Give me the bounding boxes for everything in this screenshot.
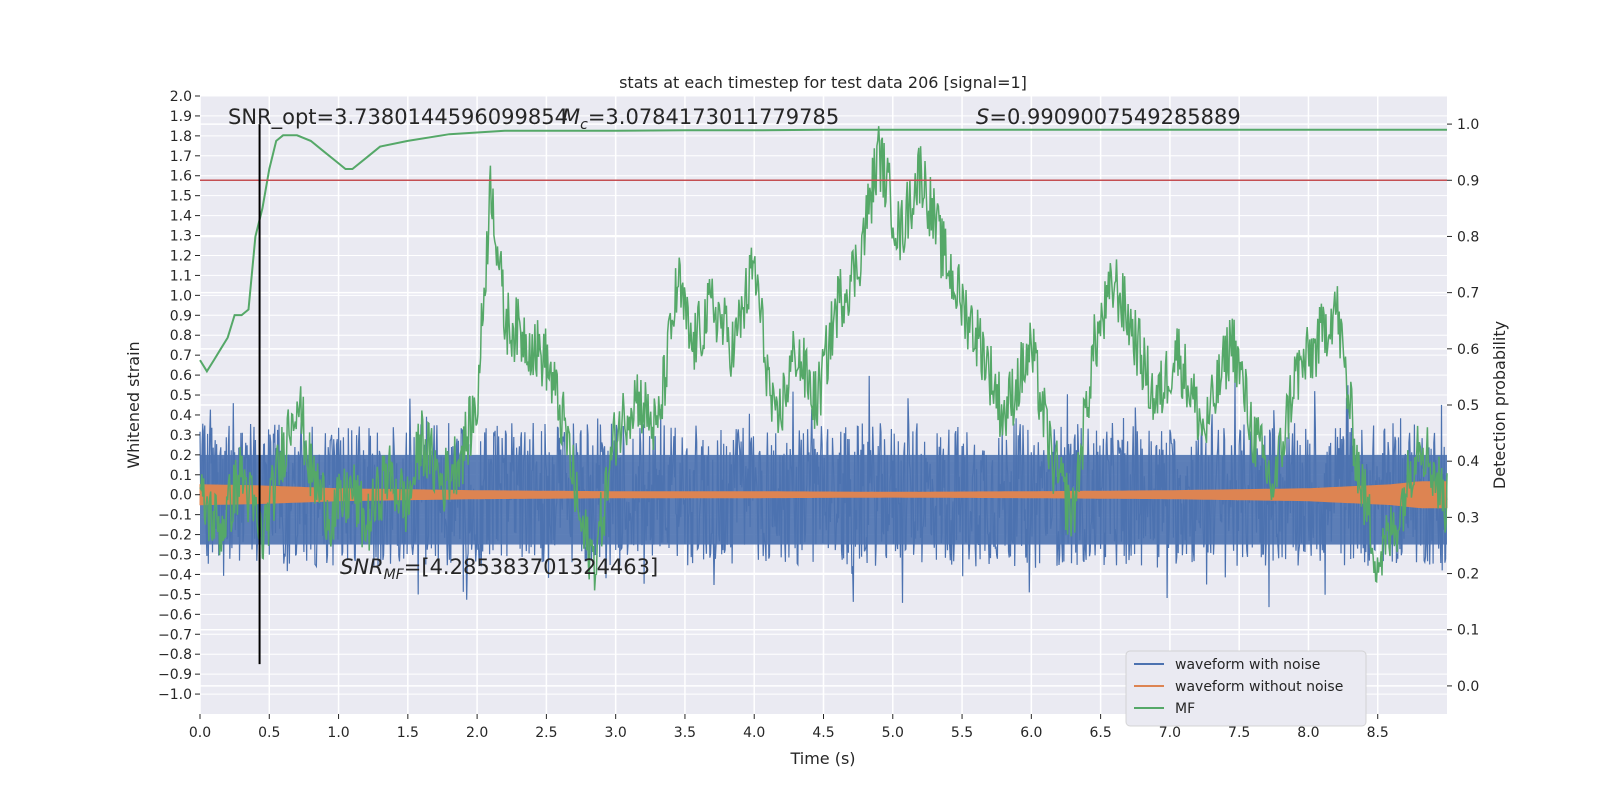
left-y-tick-label: 2.0	[170, 89, 192, 105]
left-y-tick-label: 1.6	[170, 169, 192, 185]
left-y-tick-label: −0.1	[158, 508, 192, 524]
right-y-tick-label: 1.0	[1457, 117, 1479, 133]
left-y-tick-label: 0.3	[170, 428, 192, 444]
x-tick-label: 0.0	[189, 725, 211, 741]
left-y-tick-label: 1.0	[170, 288, 192, 304]
right-y-tick-label: 0.9	[1457, 173, 1479, 189]
right-y-tick-label: 0.8	[1457, 229, 1479, 245]
left-y-tick-label: 0.2	[170, 448, 192, 464]
right-y-axis-label: Detection probability	[1490, 321, 1509, 489]
left-y-tick-label: 0.7	[170, 348, 192, 364]
left-y-tick-label: 1.1	[170, 268, 192, 284]
annotation-s: S=0.9909007549285889	[976, 105, 1241, 129]
left-y-tick-label: 0.5	[170, 388, 192, 404]
mf-line	[199, 128, 1447, 374]
left-y-tick-label: −1.0	[158, 687, 192, 703]
right-y-tick-label: 0.1	[1457, 623, 1479, 639]
x-tick-label: 7.0	[1159, 725, 1181, 741]
left-y-tick-label: −0.3	[158, 548, 192, 564]
x-tick-label: 1.0	[327, 725, 349, 741]
annotation-snr-opt: SNR_opt=3.7380144596099854	[228, 105, 568, 130]
left-y-tick-label: 0.6	[170, 368, 192, 384]
left-y-tick-label: −0.5	[158, 587, 192, 603]
right-y-tick-label: 0.6	[1457, 342, 1479, 358]
left-y-tick-label: 1.5	[170, 189, 192, 205]
x-tick-label: 4.5	[812, 725, 834, 741]
annotation-mc: Mc=3.0784173011779785	[562, 105, 839, 133]
right-y-tick-label: 0.2	[1457, 567, 1479, 583]
x-tick-label: 8.0	[1297, 725, 1319, 741]
x-tick-label: 7.5	[1228, 725, 1250, 741]
left-y-axis-label: Whitened strain	[124, 341, 143, 468]
left-y-tick-label: 0.0	[170, 488, 192, 504]
x-tick-label: 6.5	[1089, 725, 1111, 741]
legend-label-noise: waveform with noise	[1175, 657, 1320, 673]
left-y-tick-label: −0.8	[158, 647, 192, 663]
left-y-tick-label: 1.4	[170, 209, 192, 225]
legend-box	[1125, 650, 1367, 727]
left-y-tick-label: 1.8	[170, 129, 192, 145]
left-y-axis-ticks: −1.0 −0.9 −0.8 −0.7 −0.6 −0.5 −0.4 −0.3 −0.2 −0.1…	[158, 89, 200, 703]
x-tick-label: 2.5	[535, 725, 557, 741]
series-mf	[199, 128, 1447, 374]
legend: waveform with noise waveform without noi…	[1125, 650, 1367, 727]
mf-fluctuating-line	[199, 126, 1448, 591]
left-y-tick-label: 0.9	[170, 308, 192, 324]
right-y-tick-label: 0.4	[1457, 454, 1479, 470]
left-y-tick-label: −0.7	[158, 627, 192, 643]
x-tick-label: 4.0	[743, 725, 765, 741]
left-y-tick-label: 1.3	[170, 229, 192, 245]
left-y-tick-label: 1.2	[170, 248, 192, 264]
right-y-tick-label: 0.3	[1457, 510, 1479, 526]
chart-title: stats at each timestep for test data 206…	[619, 73, 1027, 92]
right-y-axis-ticks: 0.0 0.1 0.2 0.3 0.4 0.5 0.6 0.7 0.8 0.9 1.0	[1447, 117, 1479, 695]
x-tick-label: 0.5	[258, 725, 280, 741]
x-tick-label: 8.5	[1367, 725, 1389, 741]
x-tick-label: 2.0	[466, 725, 488, 741]
x-tick-label: 6.0	[1020, 725, 1042, 741]
right-y-tick-label: 0.0	[1457, 679, 1479, 695]
left-y-tick-label: 1.7	[170, 149, 192, 165]
x-tick-label: 3.0	[605, 725, 627, 741]
left-y-tick-label: −0.2	[158, 528, 192, 544]
legend-label-mf: MF	[1175, 701, 1195, 717]
x-axis-ticks: 0.0 0.5 1.0 1.5 2.0 2.5 3.0 3.5 4.0 4.5 5.0 5.5 6.0 6…	[189, 714, 1389, 741]
x-tick-label: 1.5	[397, 725, 419, 741]
right-y-tick-label: 0.5	[1457, 398, 1479, 414]
left-y-tick-label: 1.9	[170, 109, 192, 125]
left-y-tick-label: −0.9	[158, 667, 192, 683]
left-y-tick-label: 0.4	[170, 408, 192, 424]
x-tick-label: 5.5	[951, 725, 973, 741]
left-y-tick-label: −0.6	[158, 607, 192, 623]
x-axis-label: Time (s)	[789, 749, 855, 768]
left-y-tick-label: −0.4	[158, 567, 192, 583]
series-mf-fluctuating	[199, 126, 1448, 591]
left-y-tick-label: 0.8	[170, 328, 192, 344]
x-tick-label: 3.5	[674, 725, 696, 741]
x-tick-label: 5.0	[882, 725, 904, 741]
annotation-snr-mf: SNRMF=[4.285383701324463]	[340, 555, 658, 583]
right-y-tick-label: 0.7	[1457, 286, 1479, 302]
left-y-tick-label: 0.1	[170, 468, 192, 484]
legend-label-clean: waveform without noise	[1175, 679, 1343, 695]
